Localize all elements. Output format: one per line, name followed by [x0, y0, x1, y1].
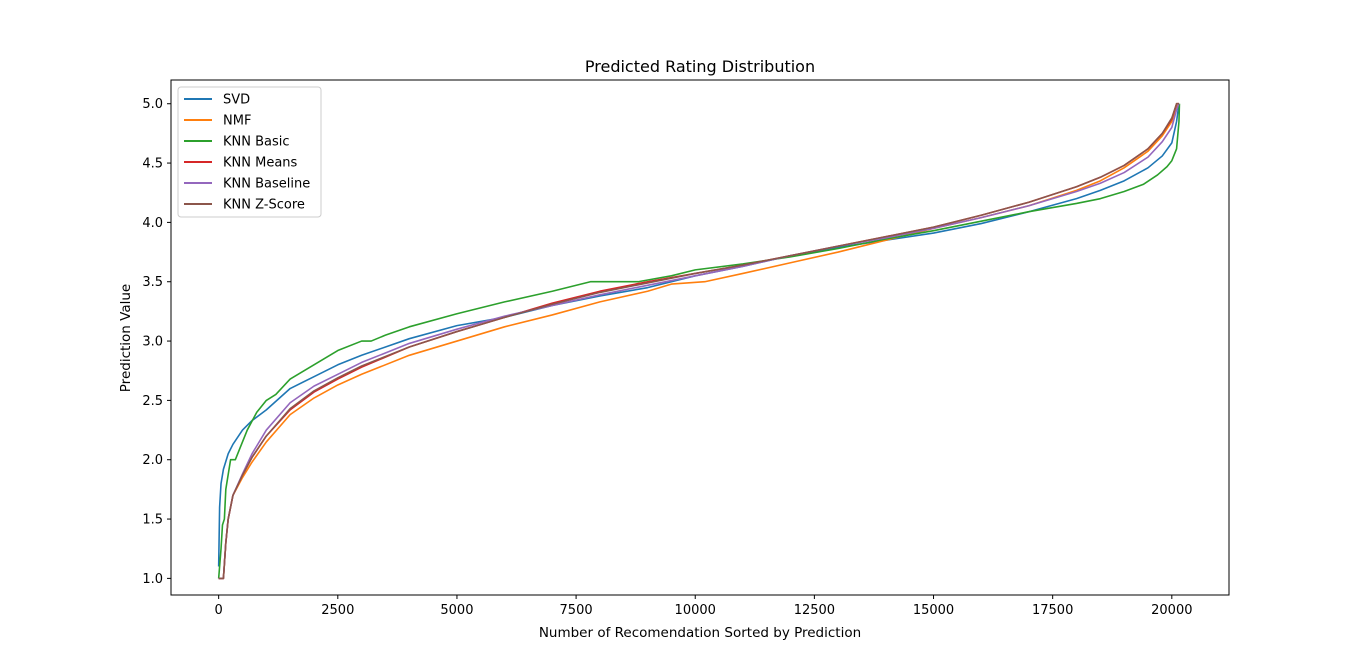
series-line-0	[217, 103, 1180, 567]
x-tick-label: 0	[215, 603, 223, 618]
legend-label-5: KNN Z-Score	[223, 198, 305, 213]
y-tick-label: 3.0	[142, 335, 163, 350]
x-axis-ticks: 0 2500 5000 7500 10000 12500 15000 17500 20000	[215, 595, 1192, 618]
series-layer	[217, 102, 1181, 580]
x-tick-label: 5000	[440, 603, 473, 618]
x-tick-label: 12500	[794, 603, 835, 618]
y-tick-label: 2.0	[142, 453, 163, 468]
y-tick-label: 4.0	[142, 216, 163, 231]
y-tick-label: 4.5	[142, 157, 163, 172]
legend-box	[177, 86, 322, 218]
legend-label-3: KNN Means	[223, 156, 298, 171]
legend-label-1: NMF	[223, 114, 251, 129]
series-line-2	[217, 103, 1181, 579]
y-axis-ticks: 1.0 1.5 2.0 2.5 3.0 3.5 4.0 4.5 5.0	[142, 97, 171, 587]
series-line-5	[218, 102, 1179, 580]
y-tick-label: 1.5	[142, 513, 163, 528]
y-tick-label: 1.0	[142, 572, 163, 587]
x-tick-label: 17500	[1032, 603, 1073, 618]
x-tick-label: 2500	[321, 603, 354, 618]
x-tick-label: 20000	[1151, 603, 1192, 618]
legend: SVD NMF KNN Basic KNN Means KNN Baseline KNN …	[177, 86, 322, 218]
y-axis-label: Prediction Value	[118, 284, 134, 392]
y-tick-label: 2.5	[142, 394, 163, 409]
series-line-4	[218, 103, 1180, 580]
x-tick-label: 15000	[913, 603, 954, 618]
y-tick-label: 3.5	[142, 275, 163, 290]
x-axis-label: Number of Recomendation Sorted by Predic…	[539, 625, 861, 641]
legend-label-4: KNN Baseline	[223, 177, 310, 192]
legend-label-0: SVD	[223, 93, 250, 108]
x-tick-label: 10000	[675, 603, 716, 618]
chart-title: Predicted Rating Distribution	[585, 57, 815, 76]
plot-frame	[170, 79, 1230, 596]
x-tick-label: 7500	[560, 603, 593, 618]
y-tick-label: 5.0	[142, 97, 163, 112]
series-line-1	[218, 103, 1180, 580]
legend-label-2: KNN Basic	[223, 135, 290, 150]
